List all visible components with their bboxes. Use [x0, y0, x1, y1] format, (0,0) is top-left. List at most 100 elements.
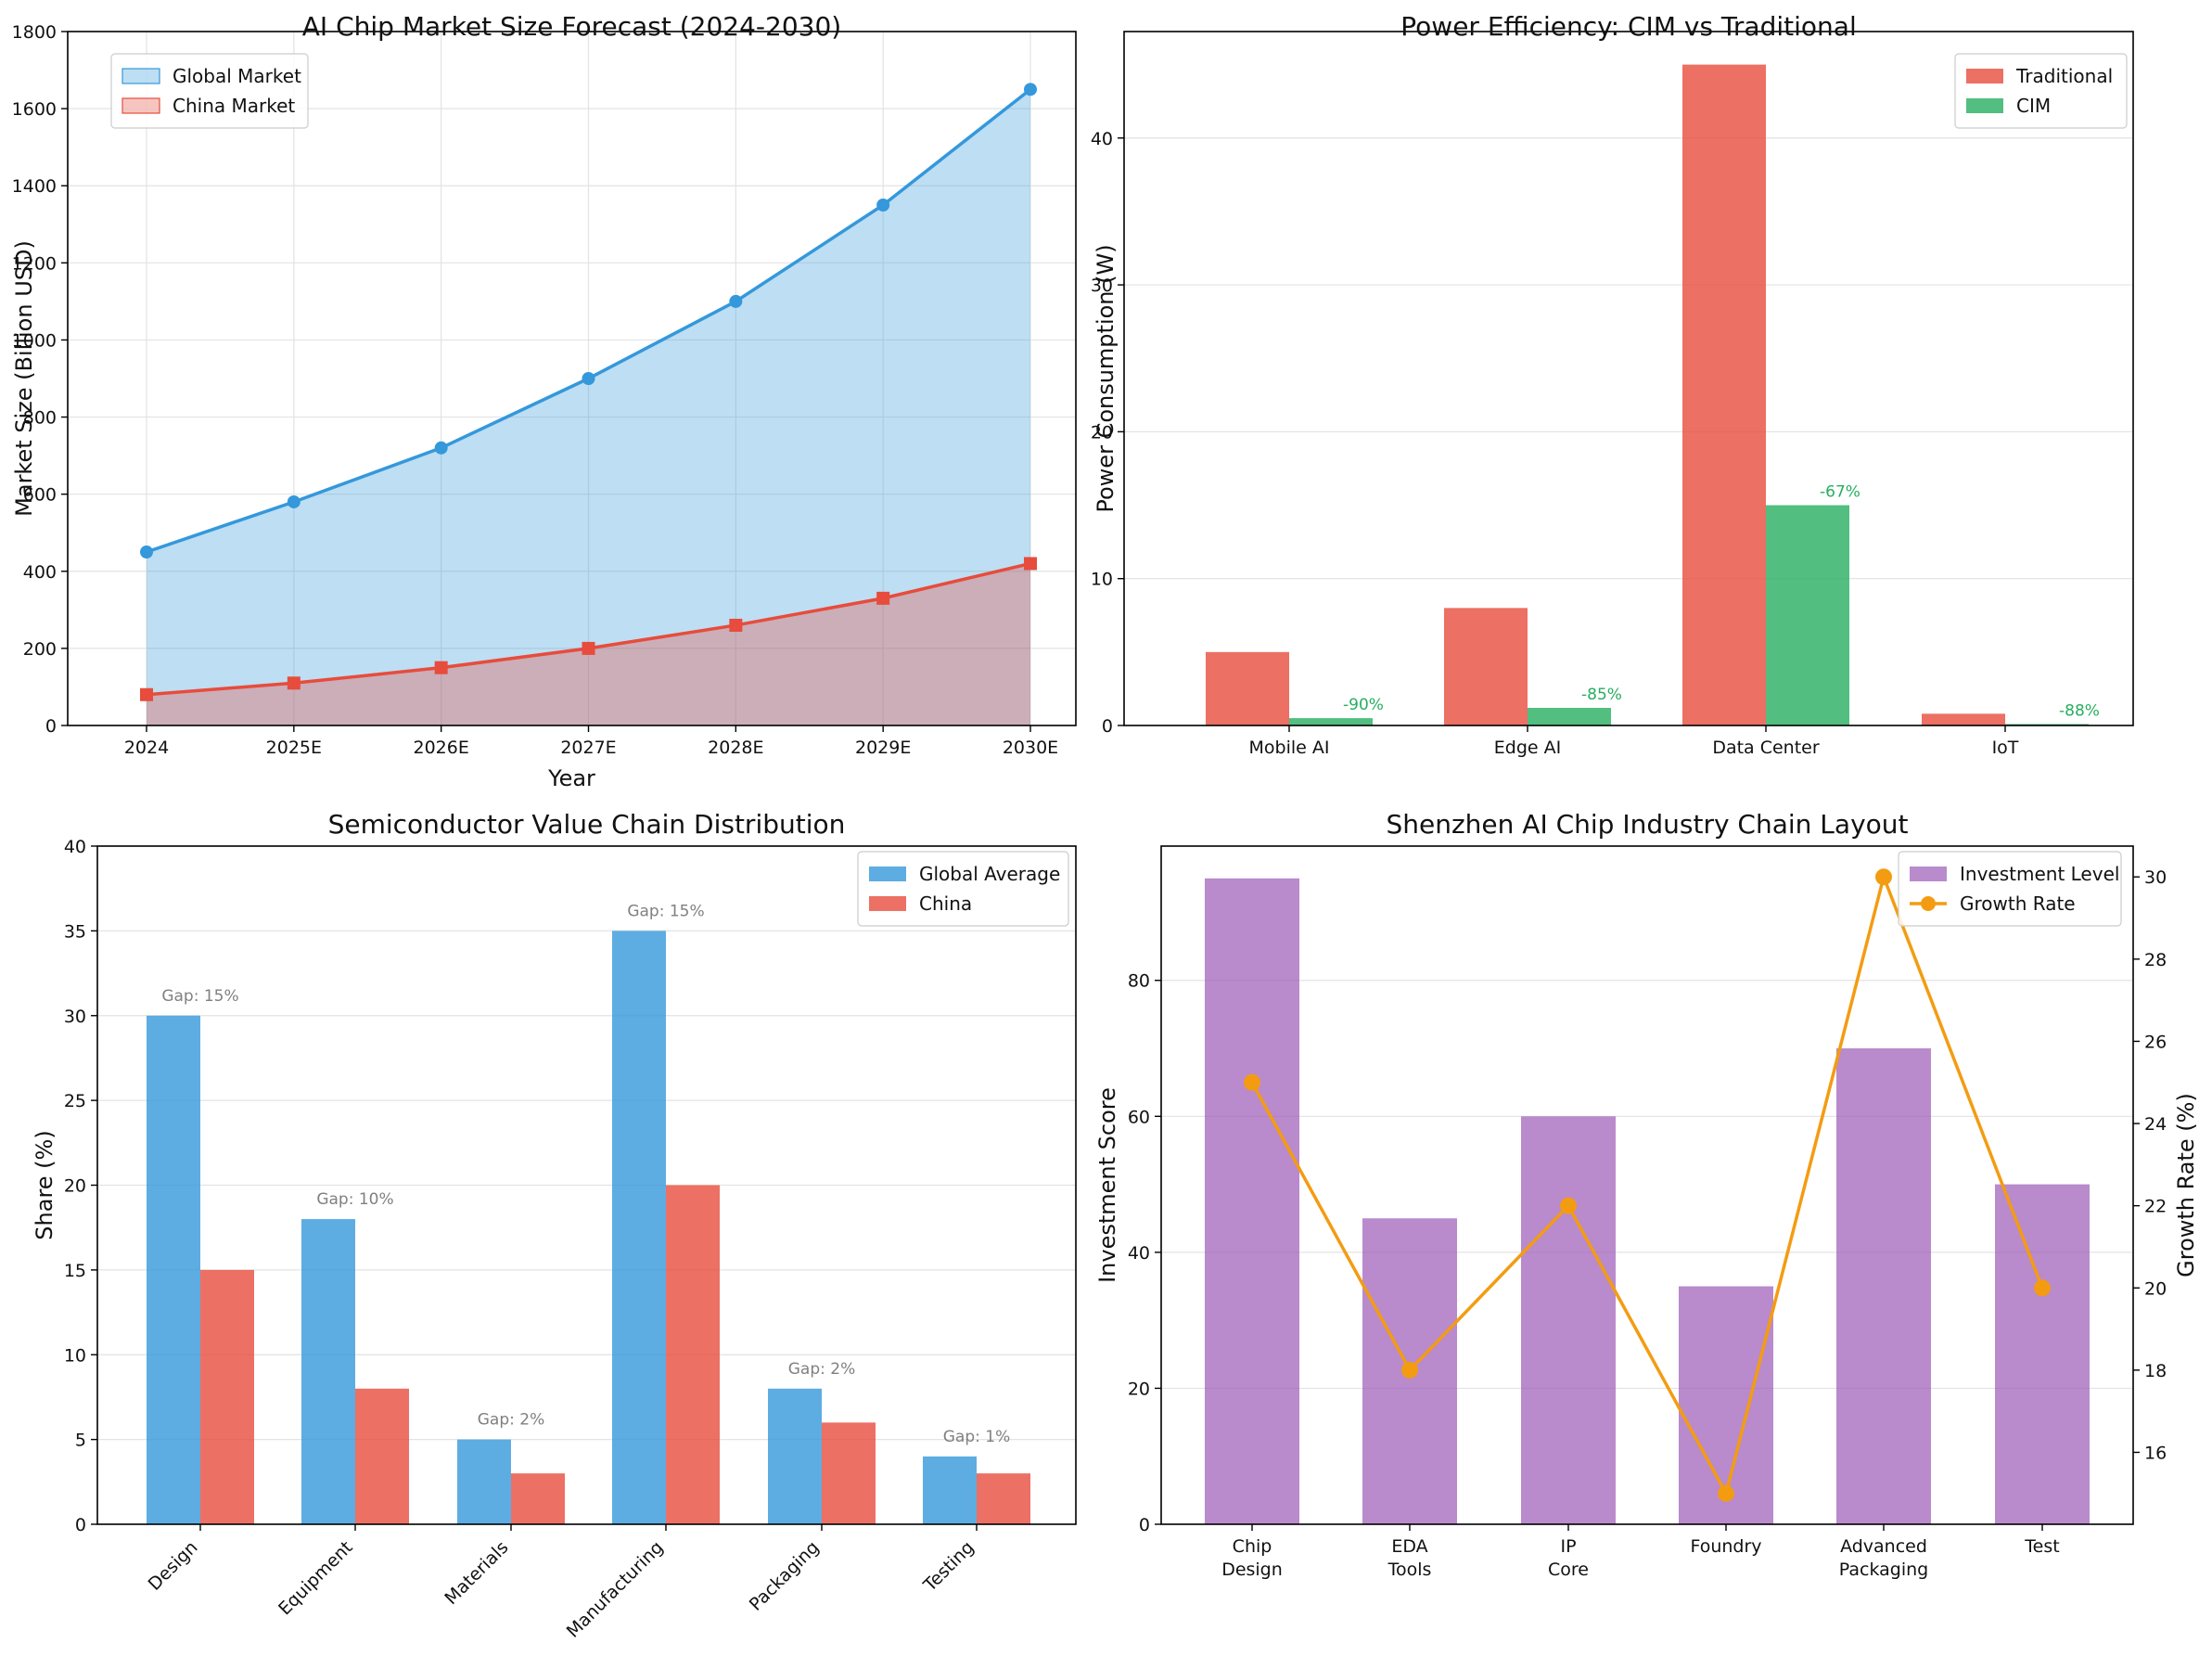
y-tick-label: 1600 — [12, 99, 57, 120]
line-growth-rate — [1250, 871, 2044, 1498]
data-point — [140, 687, 153, 701]
y-axis-label: Market Size (Billion USD) — [11, 240, 37, 517]
y-tick-label: 40 — [64, 837, 86, 857]
legend-swatch — [121, 68, 160, 84]
legend-label: Investment Level — [1960, 863, 2119, 885]
bar-traditional — [1922, 713, 2005, 725]
y-tick-label: 800 — [23, 408, 57, 429]
y-tick-label: 5 — [75, 1431, 86, 1451]
y-tick-label: 600 — [23, 485, 57, 506]
y-tick-label-right: 24 — [2144, 1114, 2167, 1135]
x-tick-label: Test — [2024, 1536, 2059, 1557]
y-tick-label: 35 — [64, 921, 86, 942]
y-tick-label: 60 — [1128, 1107, 1150, 1127]
x-tick-label: Packaging — [746, 1537, 824, 1615]
data-point — [729, 294, 743, 308]
data-point — [582, 641, 595, 655]
y-tick-label: 0 — [75, 1515, 86, 1535]
y-tick-label-right: 26 — [2144, 1032, 2167, 1052]
y-tick-label: 15 — [64, 1261, 86, 1281]
x-tick-label: Tools — [1387, 1560, 1432, 1580]
legend-box — [857, 851, 1069, 927]
chart-title: Semiconductor Value Chain Distribution — [328, 809, 846, 840]
legend-label: Traditional — [2015, 65, 2113, 87]
data-point — [729, 618, 743, 632]
gap-label: Gap: 15% — [627, 902, 704, 920]
x-tick-label: Manufacturing — [563, 1537, 668, 1642]
area-china-market — [147, 563, 1030, 725]
x-tick-label: 2026E — [413, 738, 468, 758]
data-point — [140, 546, 153, 558]
chart-power-efficiency: -90% -85% -67% -88% 0 10 20 30 40 Mobile AI Edge A… — [1091, 11, 2134, 758]
data-point — [2034, 1279, 2051, 1297]
y-tick-label: 40 — [1128, 1243, 1150, 1264]
data-point — [1024, 83, 1037, 96]
data-point — [287, 494, 300, 508]
y-tick-label: 80 — [1128, 971, 1150, 992]
data-point — [287, 676, 300, 690]
y-tick-label: 0 — [45, 716, 57, 737]
bar-cim — [1289, 718, 1373, 725]
y-tick-label: 20 — [64, 1176, 86, 1197]
bar-investment-level — [1205, 878, 1299, 1524]
x-tick-label: Mobile AI — [1249, 738, 1330, 758]
legend-swatch-marker — [1921, 896, 1936, 911]
legend-box — [110, 53, 309, 129]
x-tick-label: 2025E — [266, 738, 322, 758]
y-tick-label: 10 — [64, 1345, 86, 1366]
x-tick-label: Advanced — [1840, 1536, 1927, 1557]
x-tick-label: Packaging — [1839, 1560, 1928, 1580]
bar-cim — [1766, 505, 1849, 725]
y-tick-label: 0 — [1102, 716, 1113, 737]
bar-china — [200, 1269, 254, 1524]
bar-traditional — [1444, 608, 1528, 725]
gap-label: Gap: 1% — [943, 1428, 1010, 1446]
y-tick-label-right: 30 — [2144, 867, 2167, 888]
y-tick-label: 30 — [64, 1007, 86, 1027]
bar-global-average — [612, 931, 666, 1524]
bar-investment-level — [1679, 1286, 1773, 1524]
reduction-label: -67% — [1820, 483, 1860, 502]
legend-swatch — [1966, 69, 2003, 83]
data-point — [1560, 1197, 1577, 1214]
data-point — [876, 591, 890, 605]
bar-china — [977, 1473, 1030, 1524]
y-tick-label: 40 — [1091, 129, 1113, 149]
legend-swatch — [869, 896, 906, 911]
data-point — [1024, 557, 1037, 571]
x-tick-label: Equipment — [275, 1537, 356, 1619]
x-tick-label: Edge AI — [1494, 738, 1561, 758]
y-tick-label: 400 — [23, 562, 57, 583]
x-tick-label: 2024 — [124, 738, 169, 758]
legend-label: Global Average — [919, 863, 1060, 885]
x-tick-label: EDA — [1391, 1536, 1427, 1557]
data-point — [876, 199, 890, 212]
x-tick-label: 2029E — [855, 738, 911, 758]
x-tick-label: IP — [1560, 1536, 1576, 1557]
chart-market-size: 0 200 400 600 800 1000 1200 1400 1600 1800 2024 202… — [11, 11, 1077, 791]
y-tick-label: 1400 — [12, 176, 57, 197]
y-tick-label: 1800 — [12, 22, 57, 43]
chart-value-chain: Gap: 15% Gap: 10% Gap: 2% Gap: 15% Gap: 2% Ga… — [32, 809, 1077, 1642]
data-point — [582, 372, 595, 385]
reduction-label: -90% — [1343, 696, 1384, 714]
y-tick-label: 25 — [64, 1091, 86, 1111]
bar-investment-level — [1836, 1048, 1931, 1524]
data-point — [1875, 868, 1892, 886]
x-tick-label: Design — [145, 1537, 202, 1595]
x-tick-label: Data Center — [1712, 738, 1820, 758]
x-tick-label: Testing — [919, 1537, 978, 1596]
y-axis-label-right: Growth Rate (%) — [2173, 1093, 2199, 1277]
gap-label: Gap: 2% — [788, 1360, 855, 1379]
y-tick-label: 200 — [23, 639, 57, 660]
x-tick-label: 2028E — [708, 738, 763, 758]
y-tick-label: 1200 — [12, 253, 57, 274]
y-tick-label: 30 — [1091, 276, 1113, 296]
x-tick-label: Materials — [441, 1537, 512, 1609]
bar-global-average — [457, 1439, 511, 1524]
bar-global-average — [923, 1456, 977, 1524]
x-tick-label: IoT — [1992, 738, 2019, 758]
y-tick-label: 0 — [1139, 1515, 1150, 1535]
legend-label: Global Market — [173, 65, 301, 87]
